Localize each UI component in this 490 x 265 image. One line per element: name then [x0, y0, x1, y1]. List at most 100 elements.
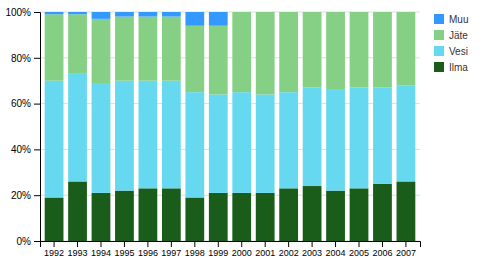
tick-label: 1999 — [208, 248, 228, 258]
tick-mark — [147, 241, 148, 247]
bar-segment — [279, 92, 298, 188]
bar-segment — [45, 12, 64, 14]
bar-segment — [279, 12, 298, 13]
legend-label: Jäte — [449, 30, 468, 41]
tick: 2000 — [232, 241, 252, 258]
bar-segment — [397, 12, 416, 85]
tick: 100% — [5, 7, 40, 18]
bar-segment — [326, 191, 345, 241]
bar-segment — [68, 12, 87, 14]
tick: 1996 — [138, 241, 158, 258]
tick-label: 2005 — [349, 248, 369, 258]
bar-segment — [185, 92, 204, 197]
legend-label: Vesi — [449, 46, 468, 57]
tick: 2004 — [326, 241, 346, 258]
y-axis: 0% 20% 40% 60% 80% 100% — [5, 7, 40, 247]
tick-mark — [34, 58, 40, 59]
tick-mark — [34, 241, 40, 242]
tick-mark — [77, 241, 78, 247]
bar-segment — [162, 17, 181, 81]
bar-segment — [232, 193, 251, 241]
bar-segment — [185, 26, 204, 92]
tick: 1995 — [114, 241, 134, 258]
tick: 1998 — [185, 241, 205, 258]
tick-label: 80% — [11, 53, 31, 64]
bar-segment — [232, 12, 251, 13]
tick-mark — [312, 241, 313, 247]
tick-label: 2002 — [279, 248, 299, 258]
axis-line — [34, 13, 41, 242]
tick-label: 40% — [11, 144, 31, 155]
tick: 1992 — [44, 241, 64, 258]
tick-label: 1997 — [161, 248, 181, 258]
tick-mark — [288, 241, 289, 247]
bar-segment — [397, 12, 416, 13]
bar-segment — [279, 12, 298, 92]
bar-segment — [256, 12, 275, 13]
bar-segment — [45, 197, 64, 241]
tick-label: 60% — [11, 98, 31, 109]
tick: 2002 — [279, 241, 299, 258]
tick: 20% — [11, 190, 40, 201]
tick-mark — [34, 195, 40, 196]
bar-segment — [92, 193, 111, 241]
plot: 0%20%40%60%80%100%1992199319941995199619… — [5, 7, 420, 259]
tick-mark — [405, 241, 406, 247]
axis-line — [41, 242, 421, 248]
tick-mark — [218, 241, 219, 247]
bar-segment — [397, 181, 416, 241]
bar-segment — [139, 17, 158, 81]
bar-segment — [92, 83, 111, 193]
bar-segment — [162, 188, 181, 241]
tick: 1993 — [68, 241, 88, 258]
legend-item: Muu — [434, 14, 468, 25]
tick-label: 1995 — [114, 248, 134, 258]
series — [45, 74, 416, 198]
bar-segment — [68, 74, 87, 182]
tick-mark — [335, 241, 336, 247]
bar-segment — [303, 12, 322, 88]
tick-mark — [171, 241, 172, 247]
bar-segment — [45, 14, 64, 80]
bar-segment — [162, 12, 181, 17]
tick-label: 2004 — [326, 248, 346, 258]
bar-segment — [139, 12, 158, 17]
bar-segment — [209, 94, 228, 192]
tick: 2003 — [302, 241, 322, 258]
tick-label: 2003 — [302, 248, 322, 258]
bar-segment — [139, 81, 158, 189]
bar-segment — [350, 188, 369, 241]
legend-label: Muu — [449, 14, 468, 25]
tick-label: 1998 — [185, 248, 205, 258]
tick: 1997 — [161, 241, 181, 258]
tick: 0% — [17, 236, 40, 247]
tick-label: 2000 — [232, 248, 252, 258]
bar-segment — [209, 193, 228, 241]
bar-segment — [256, 12, 275, 94]
tick-mark — [54, 241, 55, 247]
bar-segment — [373, 12, 392, 88]
series — [45, 12, 228, 26]
legend-swatch — [434, 46, 444, 56]
tick: 2005 — [349, 241, 369, 258]
bar-segment — [326, 90, 345, 191]
tick-label: 20% — [11, 190, 31, 201]
tick-label: 0% — [17, 236, 32, 247]
grid — [40, 12, 420, 241]
legend-item: Jäte — [434, 30, 468, 41]
bar-segment — [397, 85, 416, 181]
legend-item: Ilma — [434, 62, 468, 73]
tick-mark — [34, 12, 40, 13]
legend-swatch — [434, 62, 444, 72]
tick: 2001 — [255, 241, 275, 258]
tick-mark — [241, 241, 242, 247]
bar-segment — [373, 184, 392, 241]
legend-item: Vesi — [434, 46, 468, 57]
bar-segment — [92, 19, 111, 83]
tick-mark — [100, 241, 101, 247]
bar-segment — [92, 12, 111, 19]
bar-segment — [139, 188, 158, 241]
bar-segment — [303, 12, 322, 13]
bar-segment — [68, 14, 87, 74]
tick-mark — [194, 241, 195, 247]
